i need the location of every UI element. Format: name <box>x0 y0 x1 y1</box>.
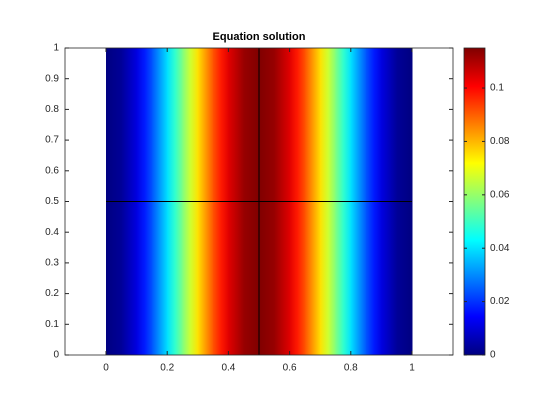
colorbar-tick-label: 0 <box>490 350 496 361</box>
y-tick-label: 0.8 <box>45 104 59 115</box>
y-tick-label: 0.9 <box>45 73 59 84</box>
chart-title: Equation solution <box>213 31 306 43</box>
colorbar-tick-label: 0.08 <box>490 136 510 147</box>
y-tick-label: 0 <box>53 350 59 361</box>
x-tick-label: 0.8 <box>344 363 358 374</box>
y-tick-label: 0.7 <box>45 135 59 146</box>
colorbar-tick-label: 0.02 <box>490 296 510 307</box>
y-tick-label: 0.1 <box>45 319 59 330</box>
x-tick-label: 1 <box>409 363 415 374</box>
y-tick-label: 0.4 <box>45 227 59 238</box>
colorbar-tick-label: 0.1 <box>490 83 504 94</box>
y-tick-label: 0.3 <box>45 258 59 269</box>
colorbar-tick-label: 0.06 <box>490 189 510 200</box>
x-tick-label: 0 <box>103 363 109 374</box>
y-tick-label: 0.2 <box>45 288 59 299</box>
colorbar <box>463 47 486 356</box>
x-tick-label: 0.6 <box>283 363 297 374</box>
y-tick-label: 0.6 <box>45 165 59 176</box>
colorbar-tick-label: 0.04 <box>490 243 510 254</box>
x-tick-label: 0.4 <box>221 363 235 374</box>
x-tick-label: 0.2 <box>160 363 174 374</box>
y-tick-label: 0.5 <box>45 196 59 207</box>
y-tick-label: 1 <box>53 43 59 54</box>
